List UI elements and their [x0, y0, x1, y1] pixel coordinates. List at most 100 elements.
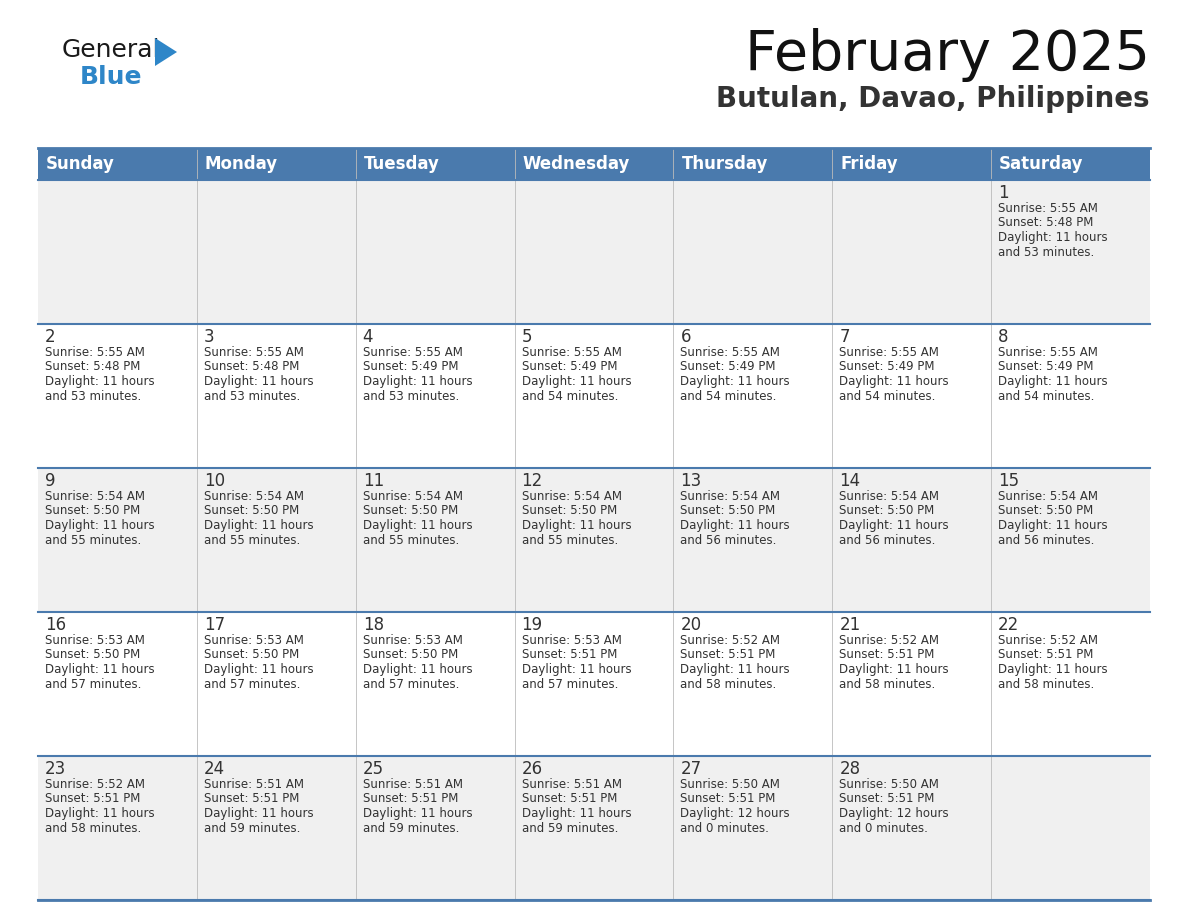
- FancyBboxPatch shape: [38, 756, 1150, 900]
- Text: and 54 minutes.: and 54 minutes.: [998, 389, 1094, 402]
- Text: 3: 3: [204, 328, 215, 346]
- Text: and 58 minutes.: and 58 minutes.: [998, 677, 1094, 690]
- Text: Daylight: 11 hours: Daylight: 11 hours: [681, 375, 790, 388]
- Text: Sunrise: 5:54 AM: Sunrise: 5:54 AM: [681, 490, 781, 503]
- Text: and 58 minutes.: and 58 minutes.: [681, 677, 777, 690]
- Text: Friday: Friday: [840, 155, 898, 173]
- Text: 10: 10: [204, 472, 225, 490]
- Text: Daylight: 11 hours: Daylight: 11 hours: [204, 375, 314, 388]
- Text: 1: 1: [998, 184, 1009, 202]
- Text: Sunset: 5:50 PM: Sunset: 5:50 PM: [204, 648, 299, 662]
- Text: Sunrise: 5:53 AM: Sunrise: 5:53 AM: [204, 634, 304, 647]
- FancyBboxPatch shape: [197, 148, 355, 180]
- Text: 12: 12: [522, 472, 543, 490]
- Text: and 57 minutes.: and 57 minutes.: [522, 677, 618, 690]
- Text: 22: 22: [998, 616, 1019, 634]
- Text: Sunset: 5:50 PM: Sunset: 5:50 PM: [839, 505, 935, 518]
- Text: and 55 minutes.: and 55 minutes.: [204, 533, 301, 546]
- Text: Daylight: 11 hours: Daylight: 11 hours: [522, 807, 631, 820]
- Text: Sunset: 5:49 PM: Sunset: 5:49 PM: [362, 361, 459, 374]
- Text: 4: 4: [362, 328, 373, 346]
- Text: Sunset: 5:50 PM: Sunset: 5:50 PM: [681, 505, 776, 518]
- Text: 19: 19: [522, 616, 543, 634]
- Text: and 56 minutes.: and 56 minutes.: [998, 533, 1094, 546]
- Text: 11: 11: [362, 472, 384, 490]
- Text: Daylight: 11 hours: Daylight: 11 hours: [998, 375, 1107, 388]
- Text: Sunrise: 5:50 AM: Sunrise: 5:50 AM: [839, 778, 940, 791]
- Text: Blue: Blue: [80, 65, 143, 89]
- Text: 24: 24: [204, 760, 225, 778]
- Text: Sunrise: 5:53 AM: Sunrise: 5:53 AM: [362, 634, 462, 647]
- Text: Daylight: 11 hours: Daylight: 11 hours: [839, 519, 949, 532]
- Text: Sunrise: 5:55 AM: Sunrise: 5:55 AM: [522, 346, 621, 359]
- Text: 8: 8: [998, 328, 1009, 346]
- Text: Daylight: 11 hours: Daylight: 11 hours: [998, 663, 1107, 676]
- Text: and 59 minutes.: and 59 minutes.: [204, 822, 301, 834]
- Text: Daylight: 11 hours: Daylight: 11 hours: [45, 375, 154, 388]
- Text: Sunset: 5:49 PM: Sunset: 5:49 PM: [839, 361, 935, 374]
- Text: February 2025: February 2025: [745, 28, 1150, 82]
- Text: and 55 minutes.: and 55 minutes.: [362, 533, 459, 546]
- Text: Sunrise: 5:51 AM: Sunrise: 5:51 AM: [522, 778, 621, 791]
- Text: Daylight: 11 hours: Daylight: 11 hours: [204, 663, 314, 676]
- Text: Daylight: 11 hours: Daylight: 11 hours: [204, 519, 314, 532]
- Text: Sunset: 5:50 PM: Sunset: 5:50 PM: [45, 648, 140, 662]
- Text: Daylight: 11 hours: Daylight: 11 hours: [681, 663, 790, 676]
- Text: Daylight: 12 hours: Daylight: 12 hours: [681, 807, 790, 820]
- FancyBboxPatch shape: [833, 148, 991, 180]
- Text: Sunset: 5:51 PM: Sunset: 5:51 PM: [998, 648, 1093, 662]
- Text: Sunset: 5:49 PM: Sunset: 5:49 PM: [681, 361, 776, 374]
- Text: and 54 minutes.: and 54 minutes.: [681, 389, 777, 402]
- FancyBboxPatch shape: [38, 148, 197, 180]
- Text: Sunset: 5:49 PM: Sunset: 5:49 PM: [522, 361, 617, 374]
- Text: Sunrise: 5:54 AM: Sunrise: 5:54 AM: [998, 490, 1098, 503]
- Text: Daylight: 11 hours: Daylight: 11 hours: [362, 663, 473, 676]
- Text: Daylight: 11 hours: Daylight: 11 hours: [45, 807, 154, 820]
- Text: 25: 25: [362, 760, 384, 778]
- FancyBboxPatch shape: [514, 148, 674, 180]
- Text: Sunrise: 5:55 AM: Sunrise: 5:55 AM: [839, 346, 940, 359]
- Text: Sunrise: 5:55 AM: Sunrise: 5:55 AM: [362, 346, 462, 359]
- Text: Sunrise: 5:54 AM: Sunrise: 5:54 AM: [522, 490, 621, 503]
- Text: Sunrise: 5:54 AM: Sunrise: 5:54 AM: [204, 490, 304, 503]
- Text: Daylight: 11 hours: Daylight: 11 hours: [681, 519, 790, 532]
- Text: 15: 15: [998, 472, 1019, 490]
- Text: and 58 minutes.: and 58 minutes.: [45, 822, 141, 834]
- Text: Daylight: 11 hours: Daylight: 11 hours: [45, 663, 154, 676]
- Text: 16: 16: [45, 616, 67, 634]
- Text: Daylight: 11 hours: Daylight: 11 hours: [362, 807, 473, 820]
- Text: 2: 2: [45, 328, 56, 346]
- Text: Daylight: 11 hours: Daylight: 11 hours: [522, 663, 631, 676]
- Text: Daylight: 11 hours: Daylight: 11 hours: [839, 375, 949, 388]
- Text: Sunset: 5:48 PM: Sunset: 5:48 PM: [998, 217, 1093, 230]
- Text: Daylight: 11 hours: Daylight: 11 hours: [522, 519, 631, 532]
- Text: Sunrise: 5:52 AM: Sunrise: 5:52 AM: [45, 778, 145, 791]
- Text: Sunrise: 5:54 AM: Sunrise: 5:54 AM: [45, 490, 145, 503]
- FancyBboxPatch shape: [38, 612, 1150, 756]
- Text: Sunset: 5:51 PM: Sunset: 5:51 PM: [681, 792, 776, 805]
- Text: Sunrise: 5:53 AM: Sunrise: 5:53 AM: [45, 634, 145, 647]
- Text: and 53 minutes.: and 53 minutes.: [362, 389, 459, 402]
- Text: Sunset: 5:51 PM: Sunset: 5:51 PM: [839, 648, 935, 662]
- Text: Daylight: 11 hours: Daylight: 11 hours: [362, 375, 473, 388]
- Text: and 59 minutes.: and 59 minutes.: [522, 822, 618, 834]
- FancyBboxPatch shape: [38, 324, 1150, 468]
- Text: Daylight: 11 hours: Daylight: 11 hours: [839, 663, 949, 676]
- Text: Sunset: 5:51 PM: Sunset: 5:51 PM: [839, 792, 935, 805]
- Text: Daylight: 11 hours: Daylight: 11 hours: [998, 519, 1107, 532]
- Text: Sunset: 5:48 PM: Sunset: 5:48 PM: [204, 361, 299, 374]
- Text: 14: 14: [839, 472, 860, 490]
- Text: Butulan, Davao, Philippines: Butulan, Davao, Philippines: [716, 85, 1150, 113]
- Text: Sunrise: 5:54 AM: Sunrise: 5:54 AM: [839, 490, 940, 503]
- Text: 6: 6: [681, 328, 691, 346]
- Text: and 54 minutes.: and 54 minutes.: [839, 389, 936, 402]
- Text: and 58 minutes.: and 58 minutes.: [839, 677, 935, 690]
- Text: and 57 minutes.: and 57 minutes.: [45, 677, 141, 690]
- FancyBboxPatch shape: [355, 148, 514, 180]
- Text: Sunrise: 5:52 AM: Sunrise: 5:52 AM: [839, 634, 940, 647]
- Text: Sunset: 5:51 PM: Sunset: 5:51 PM: [362, 792, 459, 805]
- FancyBboxPatch shape: [674, 148, 833, 180]
- Text: Sunrise: 5:55 AM: Sunrise: 5:55 AM: [45, 346, 145, 359]
- Text: Sunset: 5:50 PM: Sunset: 5:50 PM: [998, 505, 1093, 518]
- Text: Sunset: 5:51 PM: Sunset: 5:51 PM: [681, 648, 776, 662]
